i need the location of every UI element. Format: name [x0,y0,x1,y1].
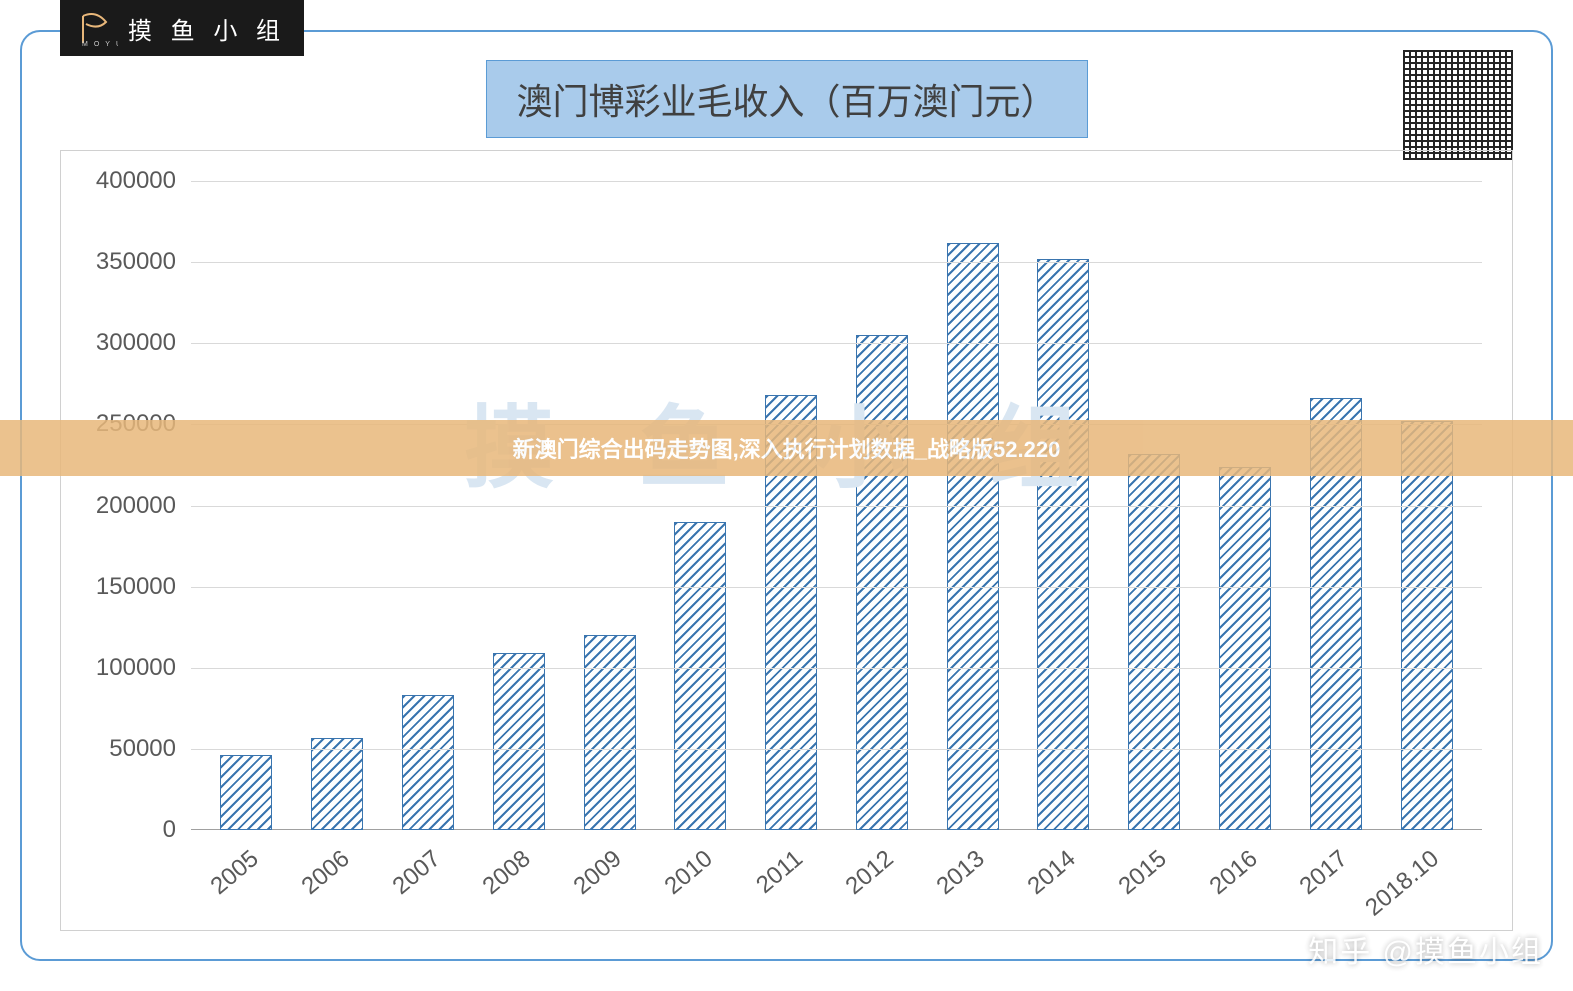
y-axis-label: 300000 [96,329,176,357]
gridline [191,668,1482,669]
qr-code-icon [1403,50,1513,160]
bar [493,653,545,830]
x-axis-label: 2006 [296,845,355,901]
zhihu-watermark: 知乎 @摸鱼小组 [1308,927,1543,971]
gridline [191,181,1482,182]
x-axis-label: 2016 [1204,845,1263,901]
x-axis-label: 2010 [659,845,718,901]
x-axis-label: 2017 [1295,845,1354,901]
chart-container: 2005 2006 2007 2008 2009 2010 2011 2012 2013 2014… [60,150,1513,931]
gridline [191,587,1482,588]
y-axis-label: 50000 [109,735,176,763]
x-axis-label: 2014 [1023,845,1082,901]
svg-text:MOYU: MOYU [82,41,118,48]
bar [220,755,272,830]
bar [1219,467,1271,830]
x-axis-label: 2015 [1113,845,1172,901]
y-axis-label: 200000 [96,492,176,520]
logo-badge: MOYU 摸 鱼 小 组 [60,0,304,56]
gridline [191,506,1482,507]
overlay-text: 新澳门综合出码走势图,深入执行计划数据_战略版52.220 [513,432,1061,464]
y-axis-label: 400000 [96,167,176,195]
bar [856,335,908,830]
y-axis-label: 350000 [96,248,176,276]
x-axis-label: 2011 [752,845,810,900]
gridline [191,343,1482,344]
bar [311,738,363,830]
gridline [191,262,1482,263]
plot-area: 2005200620072008200920102011201220132014… [191,181,1482,830]
y-axis-label: 0 [163,816,176,844]
x-axis-label: 2008 [478,845,537,901]
x-axis-label: 2012 [841,845,900,901]
x-axis-label: 2013 [932,845,991,901]
x-axis-label: 2018.10 [1360,845,1444,922]
y-axis-label: 150000 [96,573,176,601]
overlay-band: 新澳门综合出码走势图,深入执行计划数据_战略版52.220 [0,420,1573,476]
bar [1401,421,1453,830]
bar [402,695,454,830]
gridline [191,749,1482,750]
logo-text: 摸 鱼 小 组 [128,11,286,46]
bar [584,635,636,830]
x-axis-label: 2009 [569,845,628,901]
chart-title: 澳门博彩业毛收入（百万澳门元） [485,60,1087,138]
bar [947,243,999,830]
x-axis-label: 2005 [205,845,264,901]
fish-icon: MOYU [78,8,118,48]
y-axis-label: 100000 [96,654,176,682]
bar [1037,259,1089,830]
bar [674,522,726,830]
bar [1128,454,1180,830]
x-axis-label: 2007 [387,845,446,901]
